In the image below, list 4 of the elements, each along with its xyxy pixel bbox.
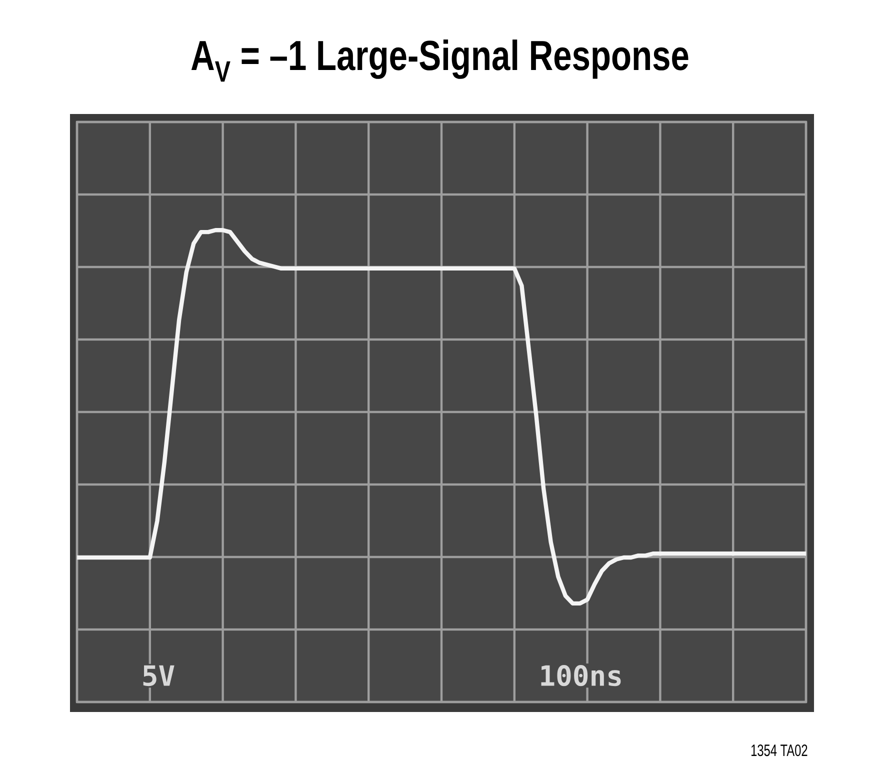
chart-title: A$_{V}$ = –1 Large-Signal Response: [191, 40, 688, 82]
text: 5V: [143, 665, 174, 686]
text: 1354 TA02: [751, 744, 808, 756]
text: 100ns: [541, 664, 621, 686]
